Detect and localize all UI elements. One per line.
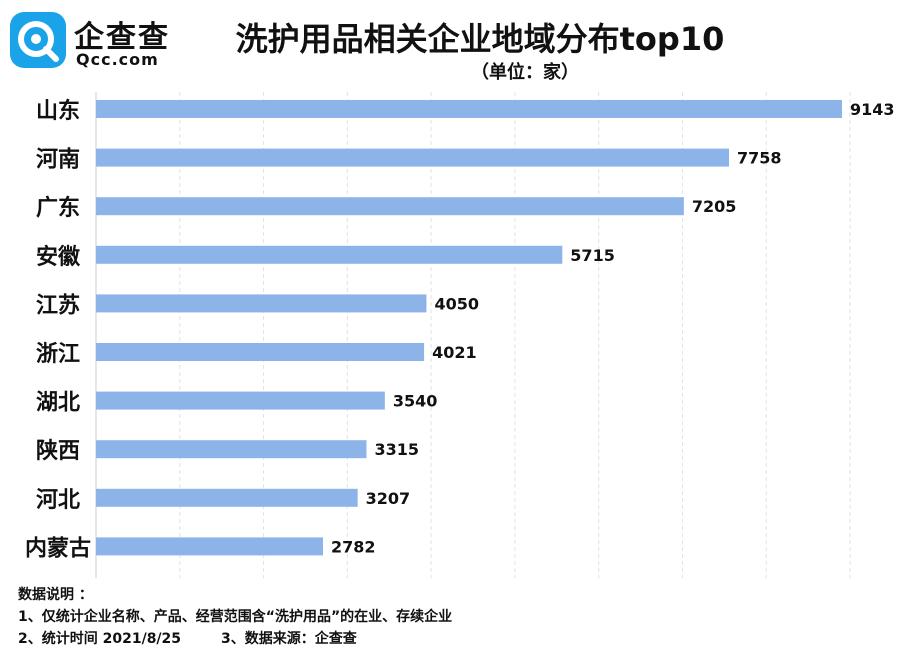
value-label: 4050 [434,294,479,313]
bar-8 [96,488,358,507]
notes-line-2: 2、统计时间 2021/8/25 3、数据来源：企查查 [18,628,452,650]
value-label: 4021 [432,343,477,362]
value-label: 5715 [570,246,615,265]
bar-9 [96,537,323,556]
bar-3 [96,245,563,264]
value-label: 3540 [393,392,438,411]
value-label: 7205 [692,197,737,216]
bar-5 [96,343,425,361]
qcc-logo: 企查查 Qcc.com [10,10,180,72]
value-label: 2782 [331,537,376,556]
notes-heading: 数据说明 ： [18,587,93,603]
qcc-logo-icon [10,12,66,68]
notes-date: 2、统计时间 2021/8/25 [18,631,182,647]
bar-0 [96,100,842,118]
logo-domain: Qcc.com [76,50,159,69]
category-label: 浙江 [36,342,80,367]
category-label: 河南 [36,148,80,173]
category-label: 安徽 [36,244,81,270]
category-label: 河北 [36,488,80,513]
notes-line-1: 1、仅统计企业名称、产品、经营范围含“洗护用品”的在业、存续企业 [18,609,453,625]
category-label: 广东 [36,195,80,221]
bar-1 [96,148,729,167]
value-label: 3315 [374,440,419,459]
notes-source: 3、数据来源：企查查 [221,631,357,647]
value-label: 7758 [737,149,782,168]
bar-4 [96,294,427,313]
category-label: 湖北 [36,391,80,416]
chart-subtitle: （单位：家） [471,62,579,83]
category-label: 陕西 [36,439,80,464]
bar-2 [96,197,684,216]
value-label: 9143 [850,100,895,119]
bar-6 [96,391,385,410]
chart-title: 洗护用品相关企业地域分布top10 [235,20,725,58]
logo-name: 企查查 [74,20,170,55]
category-label: 山东 [36,98,80,124]
category-label: 内蒙古 [25,535,91,561]
bar-7 [96,440,367,459]
value-label: 3207 [366,489,411,508]
category-label: 江苏 [36,292,80,318]
data-notes: 数据说明 ： 1、仅统计企业名称、产品、经营范围含“洗护用品”的在业、存续企业 … [18,584,452,650]
